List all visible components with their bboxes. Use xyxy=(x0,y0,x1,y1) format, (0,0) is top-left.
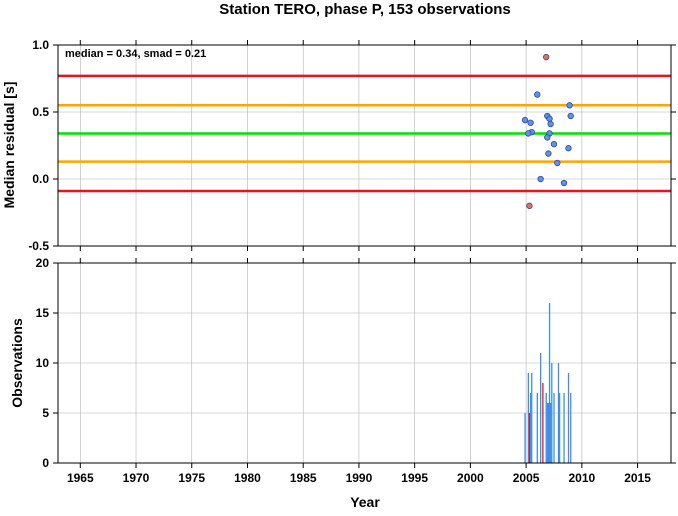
chart-title: Station TERO, phase P, 153 observations xyxy=(219,1,510,18)
observation-bar xyxy=(567,373,570,463)
observation-bar xyxy=(548,303,551,463)
observation-bar xyxy=(553,393,555,463)
residual-point xyxy=(534,91,541,98)
residual-point xyxy=(526,202,533,209)
observation-bar xyxy=(542,383,544,463)
observation-bar xyxy=(557,363,560,463)
x-tick-label: 1970 xyxy=(123,471,150,485)
observation-bar xyxy=(529,393,532,463)
residual-point xyxy=(527,119,534,126)
observation-bar xyxy=(563,393,565,463)
observations-y-tick-label: 15 xyxy=(36,306,50,320)
residual-y-tick-label: -0.5 xyxy=(28,239,49,253)
x-tick-label: 1975 xyxy=(178,471,205,485)
residual-point xyxy=(566,102,573,109)
residual-ticks: -0.5 0.0 0.5 1.0 xyxy=(28,38,676,253)
stats-annotation: median = 0.34, smad = 0.21 xyxy=(65,48,206,60)
x-tick-label: 2015 xyxy=(624,471,651,485)
observations-y-axis-label: Observations xyxy=(9,318,25,408)
observations-y-tick-label: 0 xyxy=(42,456,49,470)
residual-y-tick-label: 0.0 xyxy=(32,172,49,186)
observation-bar xyxy=(528,413,531,463)
observation-bar xyxy=(550,403,552,463)
observation-bar xyxy=(546,403,548,463)
x-tick-label: 1990 xyxy=(346,471,373,485)
x-tick-label: 2000 xyxy=(457,471,484,485)
residual-y-tick-label: 0.5 xyxy=(32,105,49,119)
x-tick-label: 2010 xyxy=(568,471,595,485)
observations-ticks: 1965 1970 1975 1980 1985 1990 1995 2000 2005 2010… xyxy=(36,40,676,485)
observation-bar xyxy=(527,373,530,463)
residual-point xyxy=(554,159,561,167)
x-tick-label: 1980 xyxy=(234,471,261,485)
x-axis-label: Year xyxy=(350,494,380,510)
x-tick-label: 1985 xyxy=(290,471,317,485)
residual-point xyxy=(525,130,532,137)
residual-point xyxy=(537,175,544,183)
residual-point xyxy=(543,53,550,61)
observations-y-tick-label: 10 xyxy=(36,356,50,370)
residual-point xyxy=(550,141,558,148)
residual-plot-frame xyxy=(57,44,672,247)
observation-bar xyxy=(536,393,538,463)
residual-point xyxy=(565,145,572,152)
residual-point xyxy=(545,150,552,157)
residual-point xyxy=(544,134,551,141)
residual-points xyxy=(521,53,574,209)
observation-bar xyxy=(558,393,561,463)
residual-y-tick-label: 1.0 xyxy=(32,38,49,52)
observations-panel: 1965 1970 1975 1980 1985 1990 1995 2000 2005 2010… xyxy=(9,40,676,510)
observations-y-tick-label: 20 xyxy=(36,256,50,270)
x-tick-label: 2005 xyxy=(513,471,540,485)
residual-point xyxy=(547,120,554,128)
observation-bar xyxy=(547,403,550,463)
observation-bar xyxy=(531,373,533,463)
residual-point xyxy=(546,115,553,122)
residual-point xyxy=(560,179,568,187)
observations-y-tick-label: 5 xyxy=(42,406,49,420)
residual-panel: -0.5 0.0 0.5 1.0 median = 0.34, smad = 0.21… xyxy=(1,38,676,253)
observation-bar xyxy=(570,393,572,463)
observation-bar xyxy=(545,393,547,463)
observation-bar xyxy=(551,363,553,463)
x-tick-label: 1995 xyxy=(401,471,428,485)
residual-y-axis-label: Median residual [s] xyxy=(1,82,17,209)
observation-bars xyxy=(524,303,572,463)
residual-point xyxy=(521,116,529,124)
observation-bar xyxy=(539,353,542,463)
residual-point xyxy=(567,112,574,120)
observation-bar xyxy=(524,413,526,463)
reference-lines xyxy=(58,74,671,193)
x-tick-label: 1965 xyxy=(67,471,94,485)
